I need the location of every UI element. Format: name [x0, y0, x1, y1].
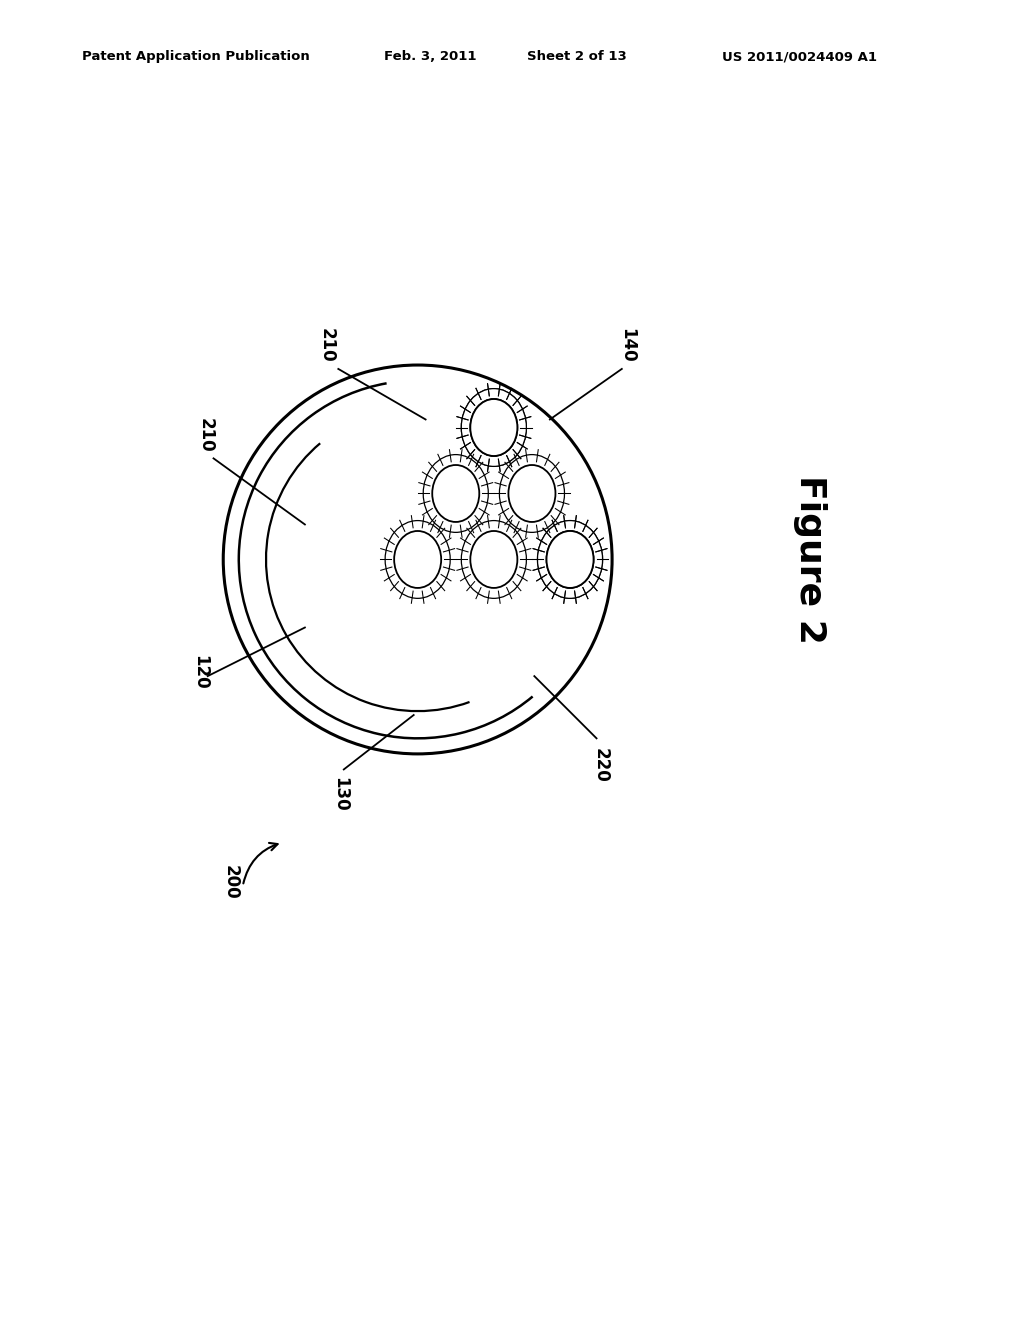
Ellipse shape [470, 399, 517, 455]
Ellipse shape [500, 454, 564, 532]
Ellipse shape [547, 531, 594, 587]
Text: Sheet 2 of 13: Sheet 2 of 13 [527, 50, 627, 63]
Ellipse shape [547, 531, 594, 587]
Ellipse shape [385, 520, 451, 598]
Ellipse shape [538, 520, 602, 598]
Text: 130: 130 [331, 777, 349, 812]
Text: 140: 140 [618, 329, 637, 363]
Ellipse shape [461, 388, 526, 466]
Ellipse shape [423, 454, 488, 532]
Ellipse shape [461, 388, 526, 466]
Text: 220: 220 [592, 748, 609, 783]
Text: 120: 120 [190, 655, 209, 689]
Text: Figure 2: Figure 2 [794, 475, 827, 644]
Ellipse shape [470, 399, 517, 455]
Text: 210: 210 [317, 329, 336, 363]
Ellipse shape [461, 520, 526, 598]
Ellipse shape [432, 465, 479, 521]
Text: US 2011/0024409 A1: US 2011/0024409 A1 [722, 50, 877, 63]
Text: 210: 210 [197, 418, 215, 453]
Ellipse shape [509, 465, 555, 521]
Text: Patent Application Publication: Patent Application Publication [82, 50, 309, 63]
Ellipse shape [538, 520, 602, 598]
Ellipse shape [470, 531, 517, 587]
Text: Feb. 3, 2011: Feb. 3, 2011 [384, 50, 476, 63]
Text: 200: 200 [222, 865, 240, 899]
Ellipse shape [394, 531, 441, 587]
